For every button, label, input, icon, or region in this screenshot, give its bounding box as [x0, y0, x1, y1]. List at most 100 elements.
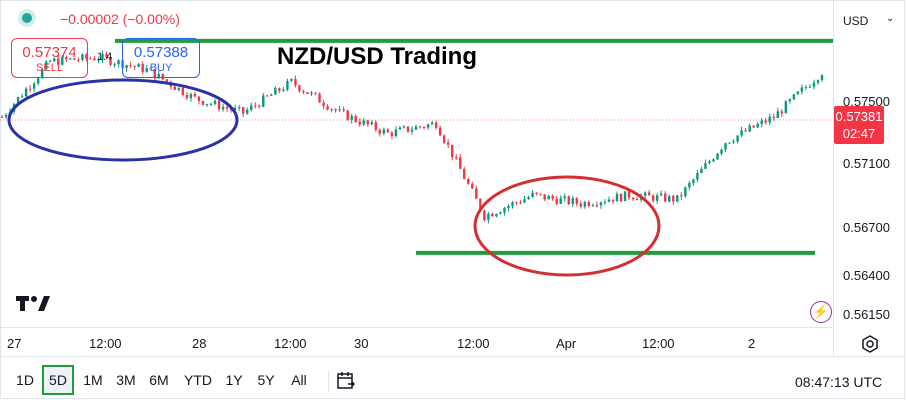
price-tick: 0.57500	[843, 94, 890, 109]
candle-body	[816, 80, 820, 83]
candle-body	[294, 78, 297, 86]
candle-body	[788, 99, 792, 102]
currency-value: USD	[843, 14, 869, 28]
price-tick: 0.56700	[843, 220, 890, 235]
candle-body	[579, 203, 583, 207]
candle-body	[73, 58, 76, 60]
candle-body	[672, 195, 675, 202]
current-price-badge: 0.57381 02:47	[834, 106, 884, 144]
lightning-icon[interactable]: ⚡	[810, 301, 832, 323]
price-chart[interactable]	[0, 0, 833, 327]
candle-body	[334, 109, 337, 111]
timeframe-5y[interactable]: 5Y	[257, 372, 275, 388]
candle-body	[298, 85, 301, 92]
candle-body	[81, 54, 84, 60]
candle-body	[370, 122, 374, 125]
timeframe-all[interactable]: All	[291, 372, 307, 388]
candle-body	[338, 109, 341, 111]
candle-body	[153, 69, 156, 79]
candle-body	[430, 122, 434, 125]
candle-body	[780, 111, 784, 114]
candle-body	[205, 103, 209, 105]
time-tick: 30	[354, 336, 369, 351]
candle-body	[181, 87, 185, 95]
sell-price: 0.57374	[22, 44, 77, 61]
candle-body	[736, 135, 739, 142]
tradingview-logo-icon[interactable]	[16, 294, 52, 312]
candle-body	[105, 54, 108, 58]
candle-body	[442, 135, 446, 143]
candle-body	[125, 65, 128, 69]
candle-body	[523, 199, 526, 203]
timeframe-3m[interactable]: 3M	[116, 372, 136, 388]
candle-body	[768, 116, 771, 123]
timeframe-1y[interactable]: 1Y	[225, 372, 243, 388]
time-tick: 12:00	[274, 336, 307, 351]
candle-body	[635, 199, 639, 201]
candle-body	[61, 56, 64, 65]
chart-title: NZD/USD Trading	[277, 43, 478, 70]
timeframe-1m[interactable]: 1M	[83, 372, 103, 388]
candle-body	[24, 88, 28, 97]
candle-body	[241, 107, 245, 114]
buy-button[interactable]: 0.57388 BUY	[122, 38, 200, 78]
candle-body	[346, 110, 349, 121]
candle-body	[378, 129, 382, 134]
candle-body	[583, 201, 587, 207]
candle-body	[475, 188, 478, 199]
candle-body	[744, 130, 747, 132]
candle-body	[676, 195, 679, 202]
candle-body	[354, 115, 357, 122]
candle-body	[129, 65, 132, 67]
candle-body	[587, 201, 591, 206]
candle-body	[796, 91, 800, 95]
candle-body	[117, 60, 120, 65]
candle-body	[804, 87, 808, 89]
top-bar: −0.00002 (−0.00%)	[0, 0, 833, 36]
highlight-ellipse-high	[7, 78, 239, 162]
time-tick: 12:00	[457, 336, 490, 351]
utc-clock[interactable]: 08:47:13 UTC	[795, 374, 883, 390]
candle-body	[133, 65, 136, 67]
candle-body	[193, 93, 197, 97]
candle-body	[36, 78, 40, 84]
candle-body	[101, 54, 104, 60]
candle-body	[69, 58, 72, 60]
candle-body	[53, 58, 56, 62]
date-range-icon[interactable]	[335, 370, 357, 392]
price-axis-divider	[833, 0, 834, 356]
candle-body	[491, 213, 494, 217]
candle-body	[390, 132, 394, 136]
candle-body	[487, 213, 490, 220]
candle-body	[511, 202, 514, 206]
candle-body	[808, 86, 812, 88]
candle-body	[716, 153, 719, 160]
candle-body	[812, 82, 816, 87]
candle-body	[402, 126, 406, 128]
candle-body	[519, 202, 522, 204]
candle-body	[237, 107, 241, 109]
timeframe-5d[interactable]: 5D	[42, 365, 74, 395]
timeframe-1d[interactable]: 1D	[16, 372, 34, 388]
candle-body	[724, 143, 727, 150]
candle-body	[820, 75, 824, 81]
candle-body	[157, 73, 160, 79]
candle-body	[543, 194, 546, 200]
candle-body	[374, 122, 378, 130]
candle-body	[398, 127, 402, 130]
settings-icon[interactable]	[860, 334, 880, 354]
candle-body	[527, 197, 530, 200]
candle-body	[32, 83, 36, 89]
candle-body	[189, 93, 193, 99]
candle-body	[607, 199, 611, 202]
toolbar-divider-line	[0, 356, 905, 357]
candle-body	[57, 58, 60, 65]
candle-body	[233, 107, 237, 111]
candle-body	[471, 183, 474, 189]
candle-body	[382, 129, 386, 134]
timeframe-ytd[interactable]: YTD	[184, 372, 212, 388]
currency-select[interactable]: USD ⌄	[840, 10, 898, 32]
timeframe-6m[interactable]: 6M	[149, 372, 169, 388]
price-change: −0.00002 (−0.00%)	[60, 11, 180, 27]
sell-button[interactable]: 0.57374 SELL	[11, 38, 88, 78]
